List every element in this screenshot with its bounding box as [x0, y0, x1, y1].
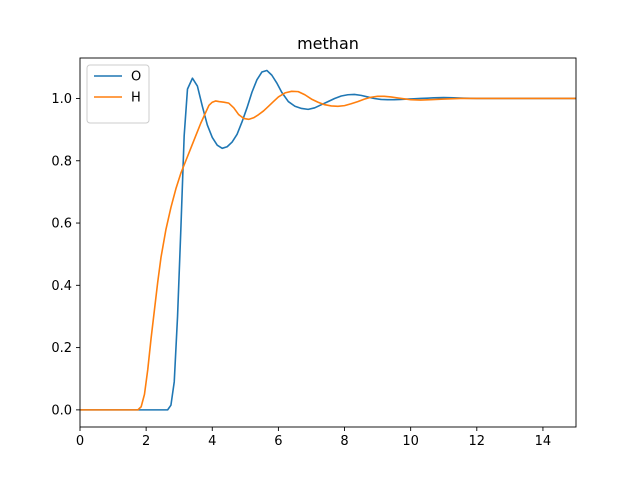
x-tick-label: 8: [340, 434, 348, 449]
y-tick-label: 0.0: [51, 403, 72, 418]
x-tick-label: 2: [142, 434, 150, 449]
y-tick-label: 0.6: [51, 217, 72, 232]
y-tick-label: 0.4: [51, 279, 72, 294]
x-tick-label: 14: [535, 434, 552, 449]
series-line-o: [80, 69, 576, 411]
chart-title: methan: [297, 34, 359, 53]
x-tick-label: 6: [274, 434, 282, 449]
legend-label-o: O: [131, 70, 141, 85]
legend: OH: [86, 64, 150, 124]
x-tick-label: 0: [76, 434, 84, 449]
axes-frame: [79, 57, 577, 428]
legend-label-h: H: [131, 91, 141, 106]
y-tick-label: 0.8: [51, 154, 72, 169]
legend-box: [86, 64, 150, 124]
x-tick-label: 4: [208, 434, 216, 449]
x-tick-label: 10: [402, 434, 419, 449]
axes: 0 2 4 6 8 10 12 14 0.0 0.2 0.4 0.6 0.8 1.0: [51, 57, 577, 449]
plot-area: [80, 69, 576, 411]
y-tick-label: 1.0: [51, 92, 72, 107]
y-tick-label: 0.2: [51, 341, 72, 356]
x-tick-label: 12: [469, 434, 486, 449]
series-line-h: [80, 90, 576, 411]
